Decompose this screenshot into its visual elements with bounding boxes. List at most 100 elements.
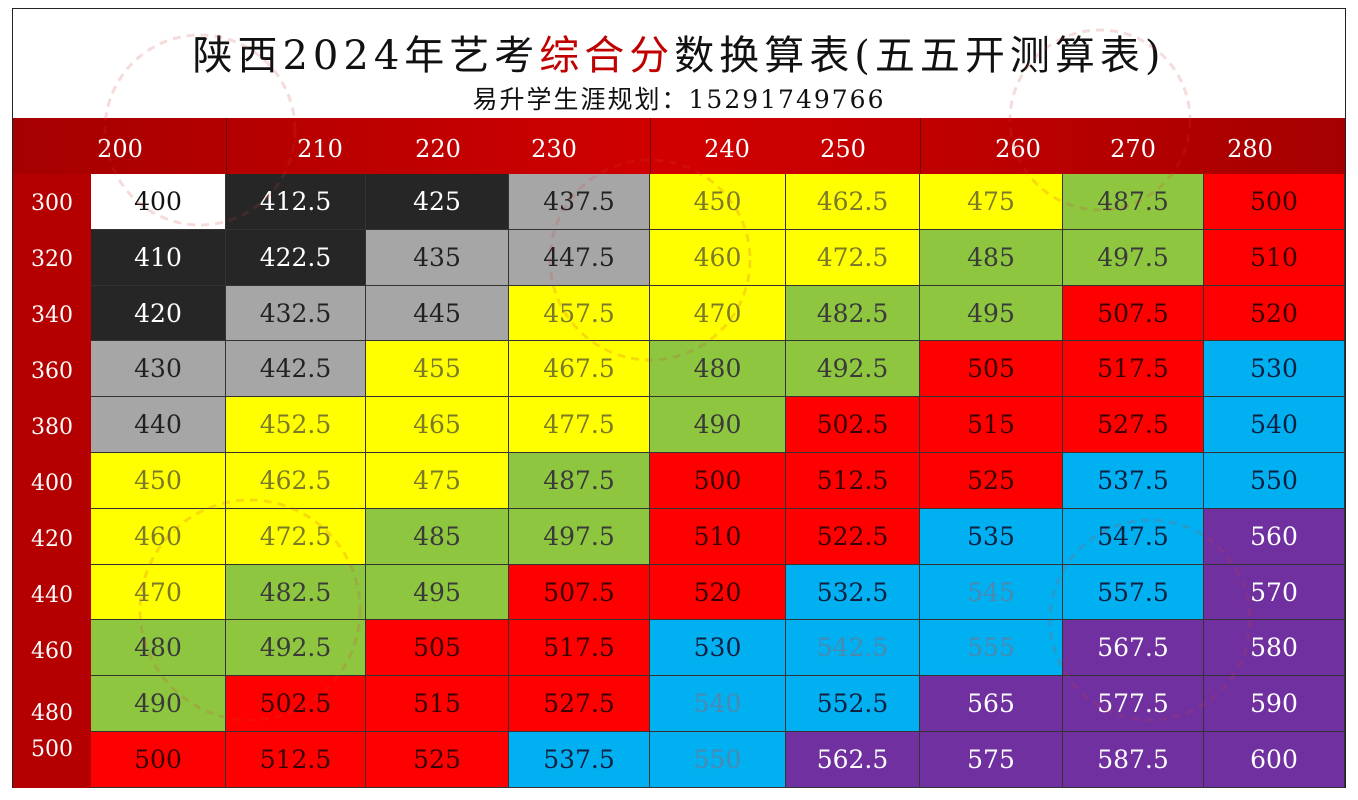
score-cell: 497.5	[509, 509, 650, 565]
score-cell: 462.5	[226, 453, 366, 509]
score-cell: 467.5	[509, 341, 650, 397]
title-part-2: 数换算表(五五开测算表)	[674, 33, 1166, 79]
score-cell: 437.5	[509, 174, 650, 230]
score-cell: 500	[91, 732, 226, 788]
score-cell: 470	[650, 286, 786, 341]
column-header: 270	[1110, 135, 1156, 163]
score-cell: 432.5	[226, 286, 366, 341]
title-highlight: 综合分	[539, 33, 675, 79]
score-cell: 482.5	[226, 565, 366, 620]
score-cell: 540	[1204, 397, 1345, 453]
score-cell: 485	[366, 509, 509, 565]
score-cell: 492.5	[786, 341, 920, 397]
score-cell: 520	[1204, 286, 1345, 341]
score-cell: 527.5	[509, 676, 650, 732]
score-cell: 412.5	[226, 174, 366, 230]
score-cell: 487.5	[1063, 174, 1204, 230]
score-cell: 450	[91, 453, 226, 509]
score-cell: 517.5	[1063, 341, 1204, 397]
score-cell: 550	[650, 732, 786, 788]
row-header: 380	[31, 415, 73, 440]
score-cell: 422.5	[226, 230, 366, 286]
score-cell: 537.5	[509, 732, 650, 788]
header-divider	[650, 118, 651, 174]
score-cell: 525	[366, 732, 509, 788]
score-cell: 495	[920, 286, 1063, 341]
score-cell: 565	[920, 676, 1063, 732]
score-cell: 520	[650, 565, 786, 620]
score-cell: 552.5	[786, 676, 920, 732]
score-cell: 590	[1204, 676, 1345, 732]
score-cell: 545	[920, 565, 1063, 620]
score-cell: 560	[1204, 509, 1345, 565]
column-header: 200	[97, 135, 143, 163]
score-cell: 587.5	[1063, 732, 1204, 788]
score-cell: 447.5	[509, 230, 650, 286]
row-header: 460	[31, 639, 73, 664]
score-cell: 500	[650, 453, 786, 509]
row-header-band	[13, 174, 91, 788]
row-header: 440	[31, 583, 73, 608]
score-cell: 600	[1204, 732, 1345, 788]
score-cell: 472.5	[226, 509, 366, 565]
score-cell: 497.5	[1063, 230, 1204, 286]
score-cell: 527.5	[1063, 397, 1204, 453]
score-cell: 542.5	[786, 620, 920, 676]
score-cell: 462.5	[786, 174, 920, 230]
score-cell: 562.5	[786, 732, 920, 788]
score-cell: 510	[1204, 230, 1345, 286]
row-header: 500	[31, 737, 73, 762]
score-cell: 450	[650, 174, 786, 230]
row-header: 420	[31, 527, 73, 552]
score-cell: 525	[920, 453, 1063, 509]
header-divider	[920, 118, 921, 174]
score-cell: 530	[650, 620, 786, 676]
score-cell: 487.5	[509, 453, 650, 509]
score-cell: 475	[920, 174, 1063, 230]
score-cell: 460	[650, 230, 786, 286]
score-cell: 482.5	[786, 286, 920, 341]
score-cell: 532.5	[786, 565, 920, 620]
score-cell: 555	[920, 620, 1063, 676]
score-cell: 490	[91, 676, 226, 732]
score-cell: 410	[91, 230, 226, 286]
score-cell: 500	[1204, 174, 1345, 230]
row-header: 360	[31, 359, 73, 384]
row-header: 300	[31, 191, 73, 216]
score-cell: 480	[650, 341, 786, 397]
score-cell: 460	[91, 509, 226, 565]
score-cell: 537.5	[1063, 453, 1204, 509]
score-cell: 567.5	[1063, 620, 1204, 676]
row-header: 480	[31, 701, 73, 726]
score-cell: 480	[91, 620, 226, 676]
subtitle-contact: 易升学生涯规划：15291749766	[472, 85, 886, 114]
score-cell: 492.5	[226, 620, 366, 676]
column-header-band	[13, 118, 1345, 174]
score-cell: 530	[1204, 341, 1345, 397]
score-cell: 557.5	[1063, 565, 1204, 620]
score-cell: 522.5	[786, 509, 920, 565]
score-cell: 547.5	[1063, 509, 1204, 565]
score-cell: 452.5	[226, 397, 366, 453]
score-cell: 505	[366, 620, 509, 676]
score-cell: 420	[91, 286, 226, 341]
score-cell: 400	[91, 174, 226, 230]
header-divider	[226, 118, 227, 174]
score-cell: 502.5	[226, 676, 366, 732]
row-header: 340	[31, 303, 73, 328]
score-cell: 440	[91, 397, 226, 453]
score-cell: 515	[920, 397, 1063, 453]
score-cell: 515	[366, 676, 509, 732]
score-cell: 457.5	[509, 286, 650, 341]
score-cell: 505	[920, 341, 1063, 397]
row-header: 320	[31, 247, 73, 272]
score-cell: 490	[650, 397, 786, 453]
score-cell: 512.5	[226, 732, 366, 788]
column-header: 260	[995, 135, 1041, 163]
score-cell: 435	[366, 230, 509, 286]
score-cell: 455	[366, 341, 509, 397]
score-cell: 535	[920, 509, 1063, 565]
score-cell: 507.5	[1063, 286, 1204, 341]
score-cell: 580	[1204, 620, 1345, 676]
column-header: 210	[297, 135, 343, 163]
